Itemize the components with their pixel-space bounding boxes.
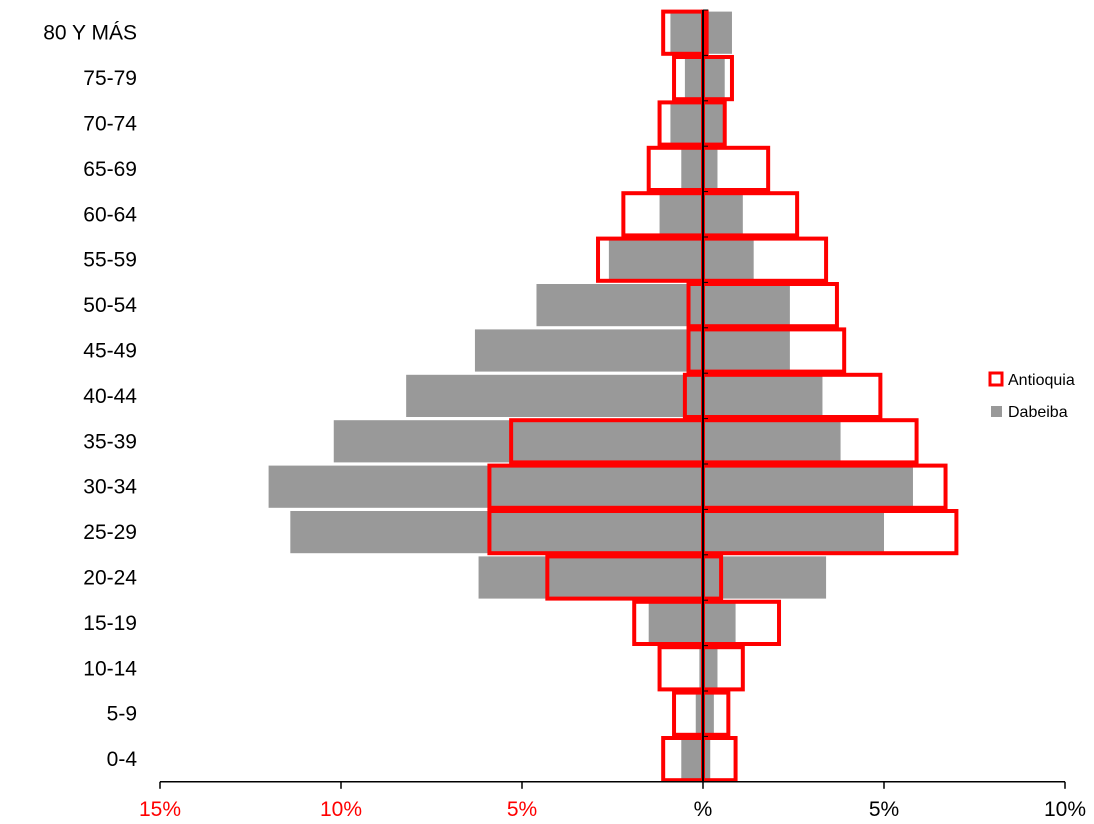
dabeiba-bar-right-15-19 bbox=[703, 601, 736, 644]
y-tick-label: 80 Y MÁS bbox=[43, 22, 137, 45]
dabeiba-bar-left-70-74 bbox=[670, 102, 703, 145]
x-tick-label: 5% bbox=[869, 798, 899, 821]
y-tick-label: 20-24 bbox=[83, 567, 137, 590]
dabeiba-bar-right-10-14 bbox=[703, 647, 718, 690]
dabeiba-bar-right-20-24 bbox=[703, 556, 827, 599]
antioquia-bars bbox=[487, 9, 959, 783]
center-axis bbox=[702, 9, 708, 783]
antioquia-bar-left-10-14 bbox=[657, 645, 705, 692]
dabeiba-bar-left-15-19 bbox=[648, 601, 703, 644]
y-tick-label: 50-54 bbox=[83, 294, 137, 317]
x-tick-label: 10% bbox=[1044, 798, 1086, 821]
dabeiba-bars bbox=[268, 11, 913, 781]
dabeiba-bar-right-50-54 bbox=[703, 284, 790, 327]
dabeiba-bar-right-75-79 bbox=[703, 57, 725, 100]
legend-label-antioquia: Antioquia bbox=[1008, 372, 1075, 389]
legend-swatch-dabeiba bbox=[991, 406, 1002, 417]
y-tick-label: 60-64 bbox=[83, 203, 137, 226]
y-tick-label: 40-44 bbox=[83, 385, 137, 408]
y-tick-label: 65-69 bbox=[83, 158, 137, 181]
y-tick-label: 25-29 bbox=[83, 521, 137, 544]
y-tick-label: 55-59 bbox=[83, 249, 137, 272]
dabeiba-bar-right-40-44 bbox=[703, 374, 823, 417]
dabeiba-bar-left-25-29 bbox=[290, 511, 703, 554]
x-tick-label: % bbox=[694, 798, 713, 821]
dabeiba-bar-left-60-64 bbox=[659, 193, 703, 236]
legend-label-dabeiba: Dabeiba bbox=[1008, 404, 1068, 421]
dabeiba-bar-right-55-59 bbox=[703, 238, 754, 281]
y-axis-labels: 0-4 5-9 10-14 15-19 20-24 25-29 30-34 35-39 40-4… bbox=[43, 22, 137, 771]
y-tick-label: 15-19 bbox=[83, 612, 137, 635]
y-tick-label: 35-39 bbox=[83, 430, 137, 453]
dabeiba-bar-right-0-4 bbox=[703, 738, 711, 781]
dabeiba-bar-right-70-74 bbox=[703, 102, 725, 145]
dabeiba-bar-left-35-39 bbox=[333, 420, 703, 463]
x-tick-label: 10% bbox=[320, 798, 362, 821]
dabeiba-bar-left-55-59 bbox=[608, 238, 703, 281]
dabeiba-bar-left-30-34 bbox=[268, 465, 703, 508]
y-tick-label: 5-9 bbox=[107, 703, 137, 726]
dabeiba-bar-right-5-9 bbox=[703, 692, 714, 735]
y-tick-label: 70-74 bbox=[83, 113, 137, 136]
y-tick-label: 0-4 bbox=[107, 748, 138, 771]
dabeiba-bar-right-60-64 bbox=[703, 193, 743, 236]
dabeiba-bar-right-30-34 bbox=[703, 465, 913, 508]
dabeiba-bar-right-25-29 bbox=[703, 511, 884, 554]
dabeiba-bar-right-35-39 bbox=[703, 420, 841, 463]
x-tick-label: 5% bbox=[507, 798, 537, 821]
dabeiba-bar-right-45-49 bbox=[703, 329, 790, 372]
dabeiba-bar-left-20-24 bbox=[478, 556, 703, 599]
dabeiba-bar-left-5-9 bbox=[695, 692, 703, 735]
y-tick-label: 45-49 bbox=[83, 340, 137, 363]
dabeiba-bar-right-65-69 bbox=[703, 147, 718, 190]
dabeiba-bar-left-45-49 bbox=[474, 329, 703, 372]
y-tick-label: 10-14 bbox=[83, 657, 137, 680]
dabeiba-bar-left-75-79 bbox=[684, 57, 703, 100]
y-tick-label: 30-34 bbox=[83, 476, 137, 499]
y-tick-label: 75-79 bbox=[83, 67, 137, 90]
dabeiba-bar-left-40-44 bbox=[406, 374, 703, 417]
legend-swatch-antioquia bbox=[988, 371, 1004, 387]
dabeiba-bar-left-65-69 bbox=[681, 147, 703, 190]
dabeiba-bar-left-80-y-m-s bbox=[670, 11, 703, 54]
dabeiba-bar-left-0-4 bbox=[681, 738, 703, 781]
dabeiba-bar-left-50-54 bbox=[536, 284, 703, 327]
legend: Antioquia Dabeiba bbox=[988, 371, 1075, 421]
x-tick-label: 15% bbox=[139, 798, 181, 821]
x-axis: 15% 10% 5%% 5% 10% bbox=[139, 781, 1086, 821]
